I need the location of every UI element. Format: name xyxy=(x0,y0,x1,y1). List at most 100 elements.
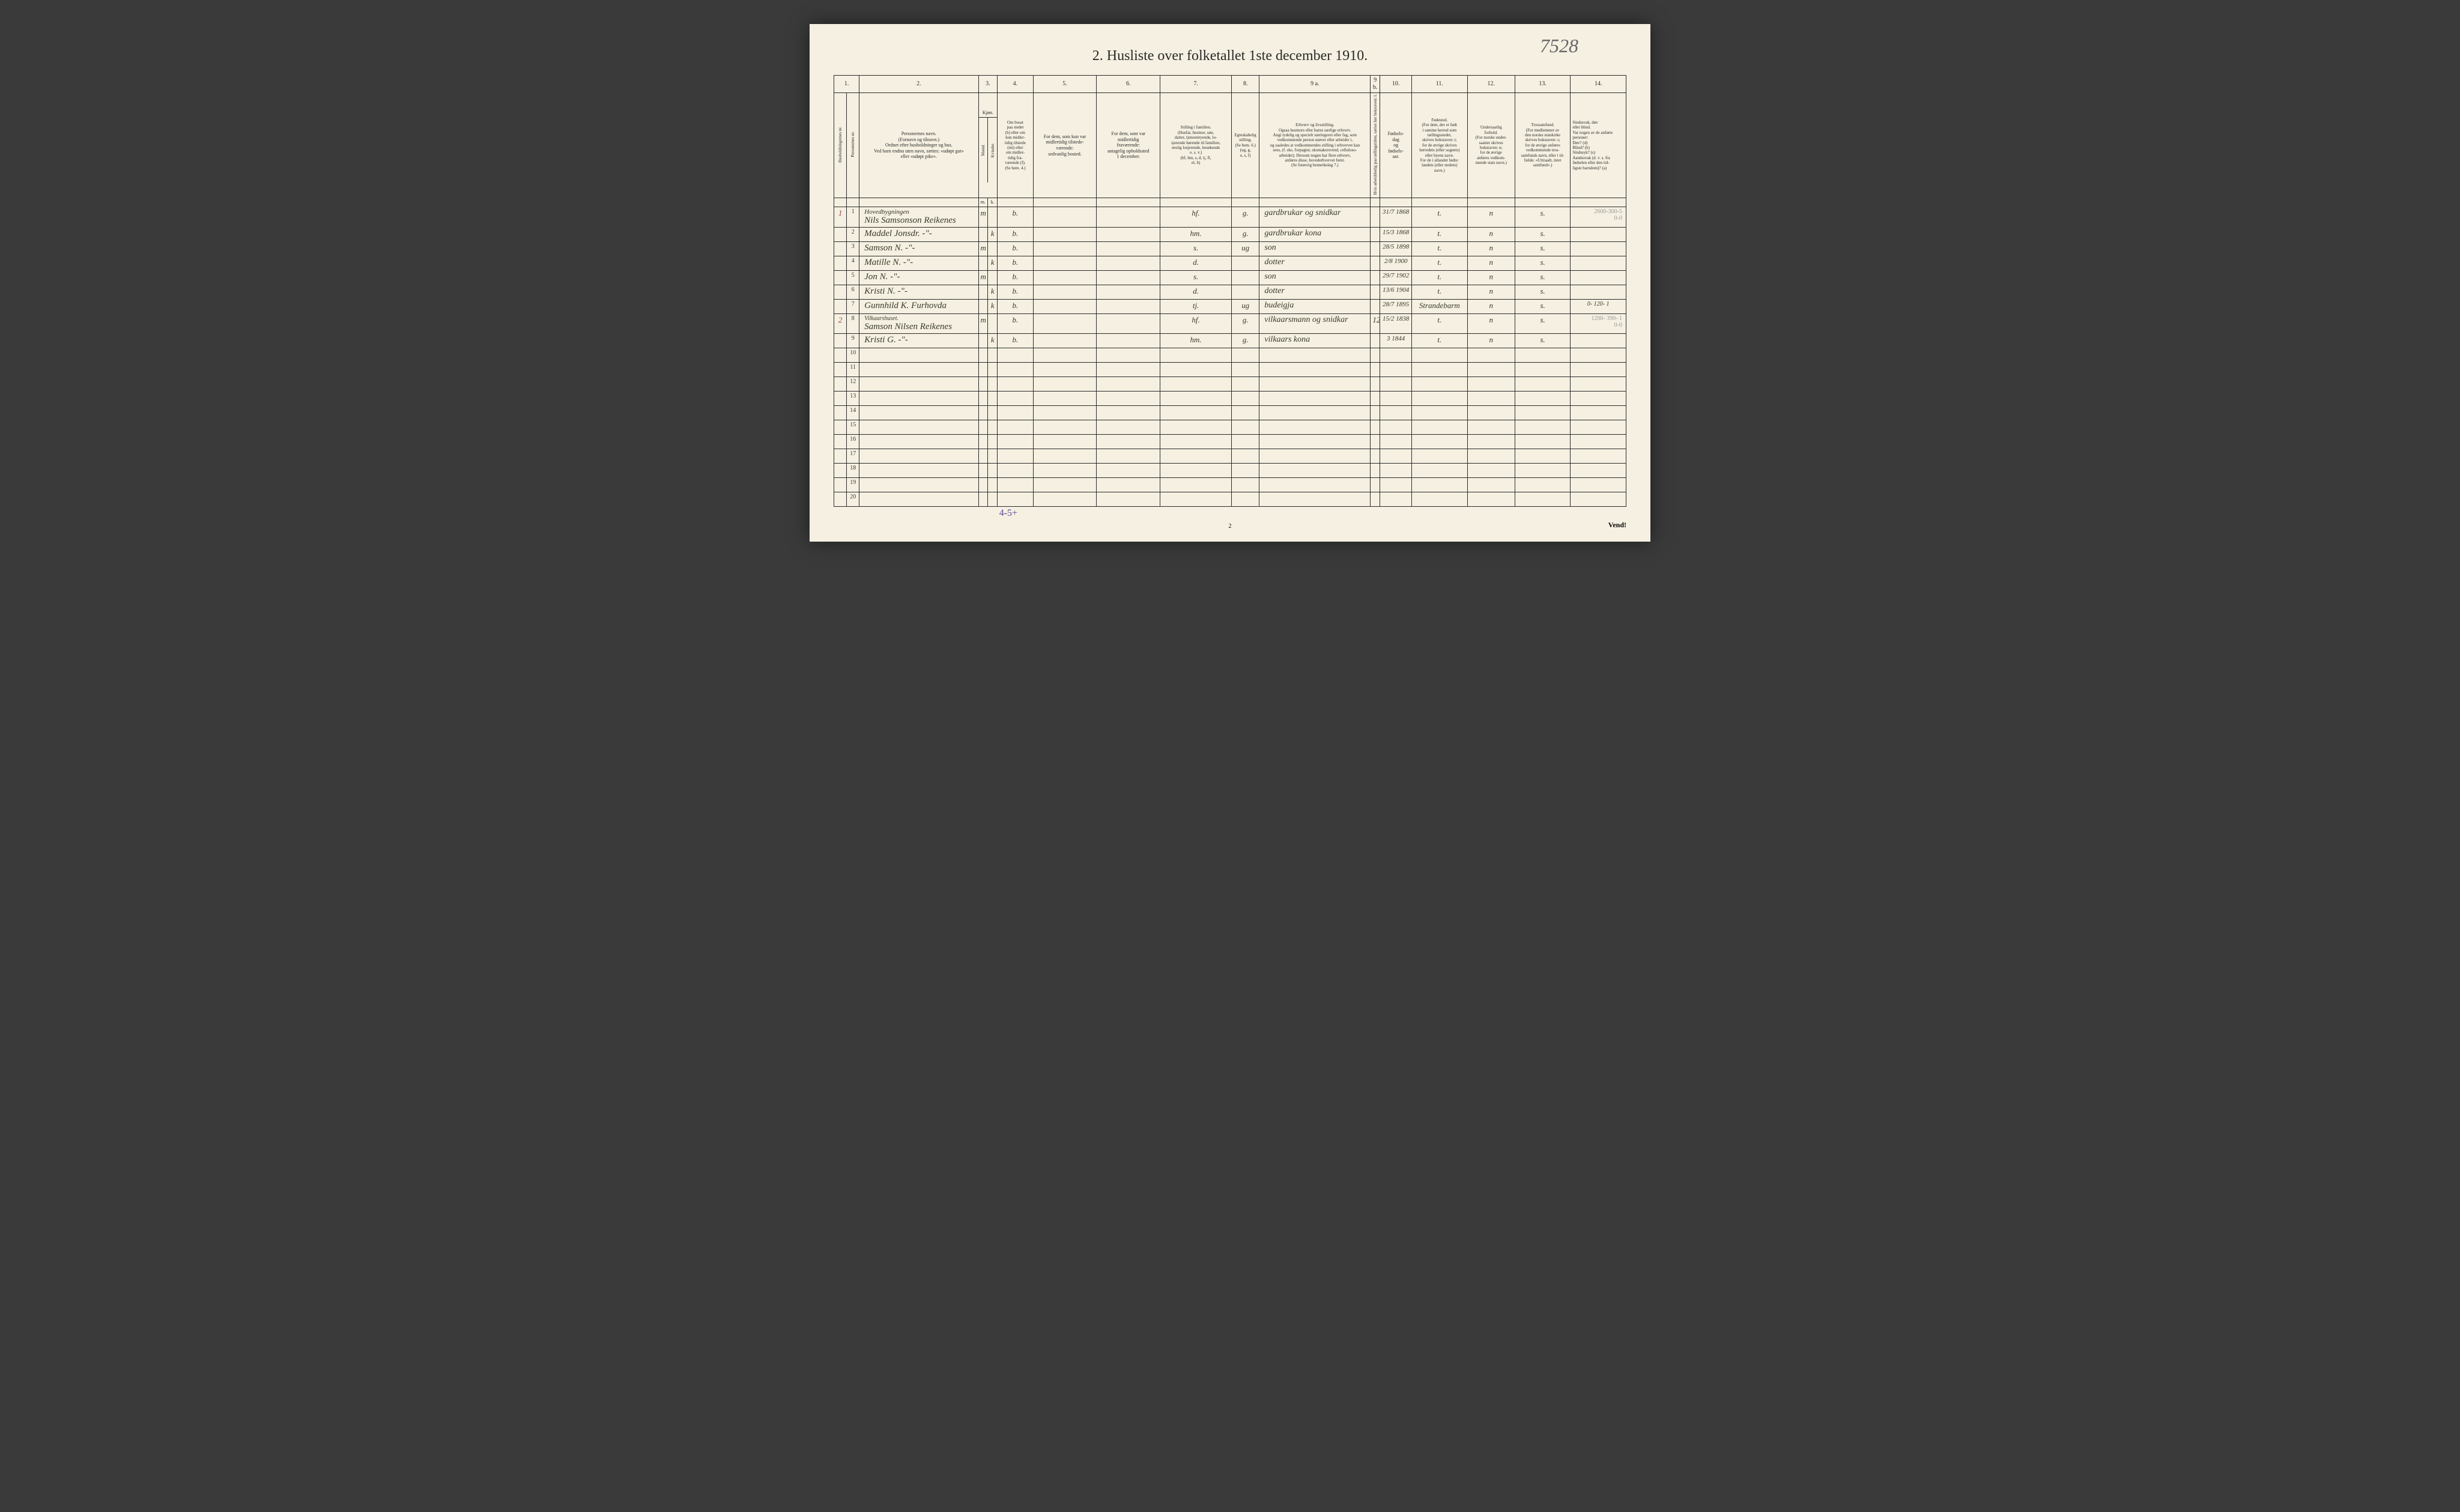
cell: s. xyxy=(1515,227,1571,241)
cell xyxy=(1232,463,1259,477)
cell: n xyxy=(1467,313,1515,333)
cell: t. xyxy=(1412,241,1468,256)
hdr-egteskab: Egteskabelig stilling. (Se bem. 6.) (ug,… xyxy=(1232,93,1259,198)
cell xyxy=(1515,391,1571,405)
cell: 8 xyxy=(847,313,859,333)
cell xyxy=(998,348,1033,362)
cell xyxy=(1232,420,1259,434)
cell: t. xyxy=(1412,270,1468,285)
cell: vilkaars kona xyxy=(1259,333,1371,348)
cell xyxy=(1033,434,1097,449)
cell: n xyxy=(1467,241,1515,256)
cell: 13/6 1904 xyxy=(1380,285,1412,299)
cell: t. xyxy=(1412,207,1468,227)
cell: vilkaarsmann og snidkar xyxy=(1259,313,1371,333)
cell xyxy=(998,449,1033,463)
cell xyxy=(1571,227,1626,241)
cell xyxy=(1097,376,1160,391)
cell xyxy=(1033,333,1097,348)
cell xyxy=(1571,256,1626,270)
cell xyxy=(1515,477,1571,492)
cell: b. xyxy=(998,241,1033,256)
cell xyxy=(1380,506,1412,521)
cell xyxy=(1515,376,1571,391)
cell xyxy=(1515,405,1571,420)
cell: 28/5 1898 xyxy=(1380,241,1412,256)
cell xyxy=(1412,463,1468,477)
cell: b. xyxy=(998,227,1033,241)
hdr-navn: Personernes navn. (Fornavn og tilnavn.) … xyxy=(859,93,978,198)
cell xyxy=(834,506,847,521)
cell: 0- 120- 1 xyxy=(1571,299,1626,313)
cell xyxy=(859,391,978,405)
cell xyxy=(978,348,988,362)
cell xyxy=(1097,506,1160,521)
cell xyxy=(1380,391,1412,405)
cell: hm. xyxy=(1160,227,1232,241)
cell xyxy=(1232,285,1259,299)
cell xyxy=(1412,449,1468,463)
cell xyxy=(1371,376,1380,391)
cell xyxy=(1515,506,1571,521)
cell: 3 1844 xyxy=(1380,333,1412,348)
cell xyxy=(988,241,998,256)
cell xyxy=(1380,477,1412,492)
table-row-empty: 11 xyxy=(834,362,1626,376)
hdr-midl-fravaer: For dem, som var midlertidig fraværende:… xyxy=(1097,93,1160,198)
cell xyxy=(1467,506,1515,521)
hdr-stilling-fam: Stilling i familien. (Husfar, husmor, sø… xyxy=(1160,93,1232,198)
table-row-empty: 16 xyxy=(834,434,1626,449)
cell xyxy=(1412,492,1468,506)
hdr-erhverv: Erhverv og livsstilling. Ogsaa husmors e… xyxy=(1259,93,1371,198)
cell xyxy=(1097,449,1160,463)
hdr-midl-tilstede: For dem, som kun var midlertidig tilsted… xyxy=(1033,93,1097,198)
cell xyxy=(1371,420,1380,434)
cell xyxy=(834,477,847,492)
cell xyxy=(1515,362,1571,376)
cell xyxy=(1515,420,1571,434)
cell xyxy=(988,492,998,506)
cell: Maddel Jonsdr. -"- xyxy=(859,227,978,241)
cell xyxy=(1571,420,1626,434)
cell xyxy=(978,285,988,299)
cell xyxy=(1259,391,1371,405)
cell xyxy=(1412,391,1468,405)
cell xyxy=(988,449,998,463)
bottom-note-row: 4-5+ xyxy=(834,506,1626,521)
table-row-empty: 12 xyxy=(834,376,1626,391)
cell xyxy=(834,434,847,449)
cell: s. xyxy=(1515,270,1571,285)
cell xyxy=(1097,492,1160,506)
cell xyxy=(988,420,998,434)
cell: b. xyxy=(998,207,1033,227)
cell xyxy=(1412,434,1468,449)
cell xyxy=(1232,362,1259,376)
cell xyxy=(1515,348,1571,362)
cell: m xyxy=(978,270,988,285)
cell: k xyxy=(988,227,998,241)
cell: HovedbygningenNils Samsonson Reikenes xyxy=(859,207,978,227)
cell xyxy=(1380,405,1412,420)
cell: s. xyxy=(1515,299,1571,313)
page-number: 2 xyxy=(834,523,1626,530)
cell xyxy=(1467,463,1515,477)
table-row-empty: 13 xyxy=(834,391,1626,405)
cell: hf. xyxy=(1160,313,1232,333)
cell: t. xyxy=(1412,313,1468,333)
cell xyxy=(1371,463,1380,477)
cell xyxy=(988,405,998,420)
cell: 18 xyxy=(847,463,859,477)
cell xyxy=(1571,391,1626,405)
cell xyxy=(1232,391,1259,405)
cell xyxy=(1097,362,1160,376)
hdr-trossamfund: Trossamfund. (For medlemmer av den norsk… xyxy=(1515,93,1571,198)
cell xyxy=(1467,362,1515,376)
cell: t. xyxy=(1412,256,1468,270)
table-row: 28Vilkaarshuset.Samson Nilsen Reikenesmb… xyxy=(834,313,1626,333)
hdr-sindssvak: Sindssvak, døv eller blind. Var nogen av… xyxy=(1571,93,1626,198)
cell xyxy=(978,376,988,391)
cell xyxy=(1571,463,1626,477)
cell: 1 xyxy=(834,207,847,227)
table-row-empty: 14 xyxy=(834,405,1626,420)
cell xyxy=(1097,256,1160,270)
